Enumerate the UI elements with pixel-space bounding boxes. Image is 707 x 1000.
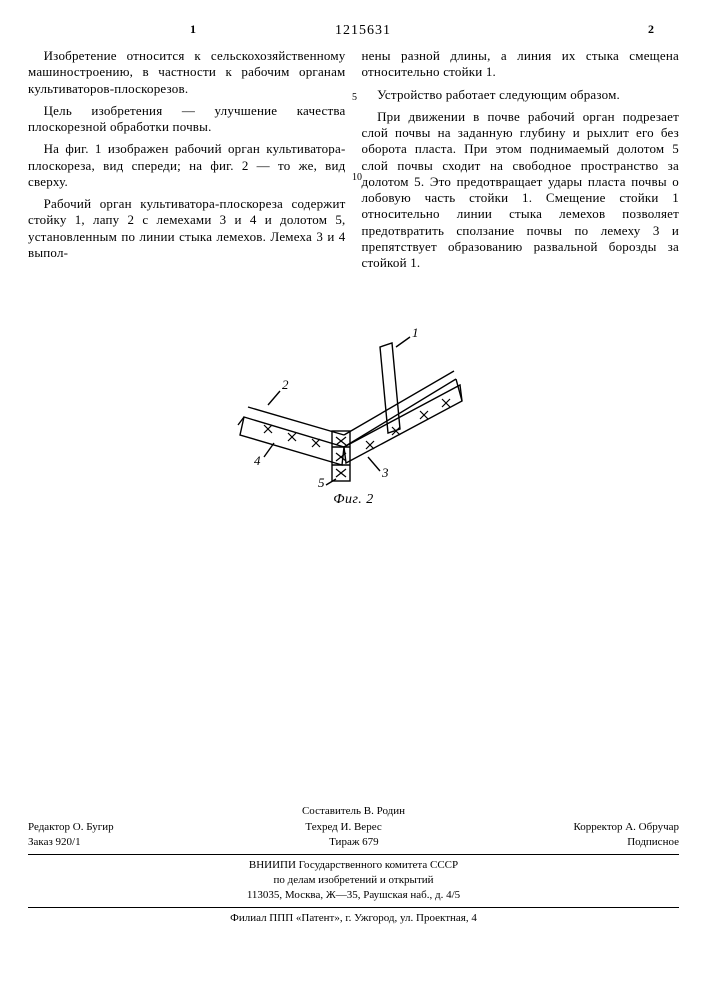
podpisnoe: Подписное (627, 836, 679, 850)
figure-label-1: 1 (412, 325, 419, 340)
figure-label-5: 5 (318, 475, 325, 487)
order-number: Заказ 920/1 (28, 836, 81, 850)
paragraph: нены разной длины, а линия их стыка смещ… (362, 48, 680, 81)
corrector: Корректор А. Обручар (573, 821, 679, 835)
column-number-left: 1 (190, 22, 196, 37)
left-column: Изобретение относится к сельскохозяйстве… (28, 48, 346, 277)
techred: Техред И. Верес (305, 821, 381, 835)
paragraph: При движении в почве рабочий орган подре… (362, 109, 680, 272)
column-number-right: 2 (648, 22, 654, 37)
line-number-5: 5 (352, 92, 357, 105)
figure-2: 1 2 3 4 5 (28, 307, 679, 487)
org-line-3: 113035, Москва, Ж—35, Раушская наб., д. … (28, 889, 679, 903)
figure-2-caption: Фиг. 2 (28, 491, 679, 509)
compiler: Составитель В. Родин (302, 805, 405, 819)
line-number-10: 10 (352, 172, 362, 185)
paragraph: Рабочий орган культиватора-плоскореза со… (28, 196, 346, 261)
paragraph: Цель изобретения — улучшение качества пл… (28, 103, 346, 136)
text-columns: Изобретение относится к сельскохозяйстве… (28, 48, 679, 277)
branch-line: Филиал ППП «Патент», г. Ужгород, ул. Про… (28, 912, 679, 926)
patent-number: 1215631 (335, 22, 391, 40)
right-column: нены разной длины, а линия их стыка смещ… (362, 48, 680, 277)
page: 1 1215631 2 5 10 Изобретение относится к… (0, 0, 707, 1000)
paragraph: Изобретение относится к сельскохозяйстве… (28, 48, 346, 97)
paragraph: На фиг. 1 изображен рабочий орган культи… (28, 141, 346, 190)
figure-label-3: 3 (381, 465, 389, 480)
publisher-block: ВНИИПИ Государственного комитета СССР по… (28, 859, 679, 908)
paragraph: Устройство работает следующим образом. (362, 87, 680, 103)
figure-label-2: 2 (282, 377, 289, 392)
org-line-1: ВНИИПИ Государственного комитета СССР (28, 859, 679, 873)
figure-label-4: 4 (254, 453, 261, 468)
org-line-2: по делам изобретений и открытий (28, 874, 679, 888)
editor: Редактор О. Бугир (28, 821, 114, 835)
imprint-footer: Составитель В. Родин Редактор О. Бугир Т… (28, 805, 679, 926)
tirazh: Тираж 679 (329, 836, 379, 850)
figure-2-svg: 1 2 3 4 5 (224, 307, 484, 487)
